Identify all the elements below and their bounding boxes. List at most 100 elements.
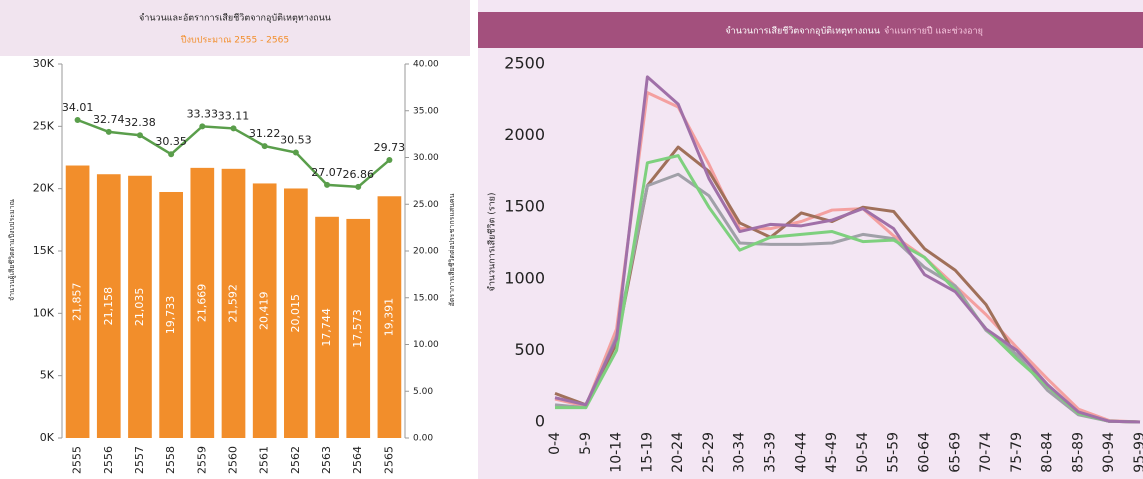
point-label: 30.35 xyxy=(155,135,187,148)
y-tick-label: 5K xyxy=(40,369,55,382)
x-tick-label: 95-99 xyxy=(1132,432,1143,473)
x-tick-label: 90-94 xyxy=(1101,432,1117,473)
bar-label: 21,158 xyxy=(102,287,115,326)
bar xyxy=(346,218,371,438)
x-tick-label: 35-39 xyxy=(763,432,779,473)
point-label: 32.38 xyxy=(124,116,156,129)
bar xyxy=(65,165,90,439)
line-point xyxy=(261,143,268,150)
x-tick-label: 25-29 xyxy=(701,432,717,473)
bar-label: 21,857 xyxy=(71,283,84,322)
bar xyxy=(221,168,246,438)
y-tick-label: 0K xyxy=(40,431,55,444)
bar-label: 21,035 xyxy=(133,288,146,327)
x-tick-label: 15-19 xyxy=(639,432,655,473)
bar-label: 19,733 xyxy=(164,296,177,335)
x-tick-label: 2563 xyxy=(320,446,333,474)
point-label: 30.53 xyxy=(280,134,312,147)
y-tick-label: 15K xyxy=(33,244,55,257)
point-label: 26.86 xyxy=(342,168,374,181)
x-tick-label: 55-59 xyxy=(886,432,902,473)
line-point xyxy=(199,123,206,130)
bar-label: 17,573 xyxy=(351,309,364,348)
line-point xyxy=(74,117,81,124)
bar-label: 19,391 xyxy=(382,298,395,337)
y2-tick-label: 30.00 xyxy=(413,153,439,163)
x-tick-label: 50-54 xyxy=(855,432,871,473)
bar-label: 17,744 xyxy=(320,308,333,347)
line-series xyxy=(555,154,1141,424)
x-tick-label: 2561 xyxy=(258,446,271,474)
y-tick-label: 2500 xyxy=(504,54,545,73)
point-label: 34.01 xyxy=(62,101,94,114)
y-tick-label: 20K xyxy=(33,182,55,195)
y2-tick-label: 25.00 xyxy=(413,200,439,210)
bar xyxy=(159,191,183,438)
x-tick-label: 2556 xyxy=(102,446,115,474)
x-tick-label: 30-34 xyxy=(732,432,748,473)
bar xyxy=(284,188,308,438)
x-tick-label: 2565 xyxy=(382,446,395,474)
y-tick-label: 0 xyxy=(535,412,545,431)
bar-label: 20,015 xyxy=(289,294,302,333)
y-tick-label: 30K xyxy=(33,57,55,70)
bar xyxy=(377,196,402,438)
chart-title-detail: จำแนกรายปี และช่วงอายุ xyxy=(884,26,983,37)
x-tick-label: 2564 xyxy=(351,446,364,474)
point-label: 29.73 xyxy=(374,141,406,154)
y2-tick-label: 40.00 xyxy=(413,60,439,70)
y-axis-label: จำนวนการเสียชีวิต (ราย) xyxy=(487,193,498,292)
right-header xyxy=(478,12,1143,48)
y-tick-label: 25K xyxy=(33,119,55,132)
x-tick-label: 2560 xyxy=(227,446,240,474)
x-tick-label: 60-64 xyxy=(916,432,932,473)
x-tick-label: 65-69 xyxy=(947,432,963,473)
line-series xyxy=(554,91,1141,424)
x-tick-label: 20-24 xyxy=(670,432,686,473)
point-label: 27.07 xyxy=(311,166,343,179)
x-tick-label: 2557 xyxy=(133,446,146,474)
line-point xyxy=(386,157,393,164)
line-series xyxy=(554,172,1141,424)
point-label: 33.11 xyxy=(218,109,250,122)
x-tick-label: 85-89 xyxy=(1070,432,1086,473)
line-point xyxy=(168,151,175,158)
line-series xyxy=(554,75,1141,424)
x-tick-label: 40-44 xyxy=(793,432,809,473)
y2-tick-label: 20.00 xyxy=(413,247,439,257)
line-point xyxy=(355,183,362,190)
point-label: 31.22 xyxy=(249,127,281,140)
bar xyxy=(252,183,277,438)
x-tick-label: 80-84 xyxy=(1040,432,1056,473)
line-point xyxy=(230,125,237,132)
chart-subtitle: ปีงบประมาณ 2555 - 2565 xyxy=(181,35,289,46)
y-axis-label: จำนวนผู้เสียชีวิตตามปีงบประมาณ xyxy=(8,198,16,301)
x-tick-label: 2562 xyxy=(289,446,302,474)
x-tick-label: 2555 xyxy=(71,446,84,474)
bar-label: 21,592 xyxy=(227,284,240,323)
x-tick-label: 5-9 xyxy=(578,432,594,455)
x-tick-label: 45-49 xyxy=(824,432,840,473)
bar-label: 20,419 xyxy=(258,291,271,330)
y-tick-label: 10K xyxy=(33,306,55,319)
point-label: 32.74 xyxy=(93,113,125,126)
bar xyxy=(190,167,215,438)
line-point xyxy=(136,132,143,139)
bar-label: 21,669 xyxy=(195,284,208,323)
line-point xyxy=(105,128,112,135)
line-point xyxy=(292,149,299,156)
chart-title: จำนวนและอัตราการเสียชีวิตจากอุบัติเหตุทา… xyxy=(139,13,331,24)
y-tick-label: 500 xyxy=(514,340,545,359)
y2-tick-label: 0.00 xyxy=(413,434,433,444)
y-tick-label: 2000 xyxy=(504,125,545,144)
y2-tick-label: 15.00 xyxy=(413,293,439,303)
x-tick-label: 70-74 xyxy=(978,432,994,473)
y2-tick-label: 35.00 xyxy=(413,106,439,116)
y2-axis-label: อัตราการเสียชีวิตต่อประชากรแสนคน xyxy=(448,193,456,306)
x-tick-label: 75-79 xyxy=(1009,432,1025,473)
x-tick-label: 10-14 xyxy=(609,432,625,473)
bar xyxy=(96,174,121,438)
bar xyxy=(128,175,152,438)
x-tick-label: 2558 xyxy=(164,446,177,474)
